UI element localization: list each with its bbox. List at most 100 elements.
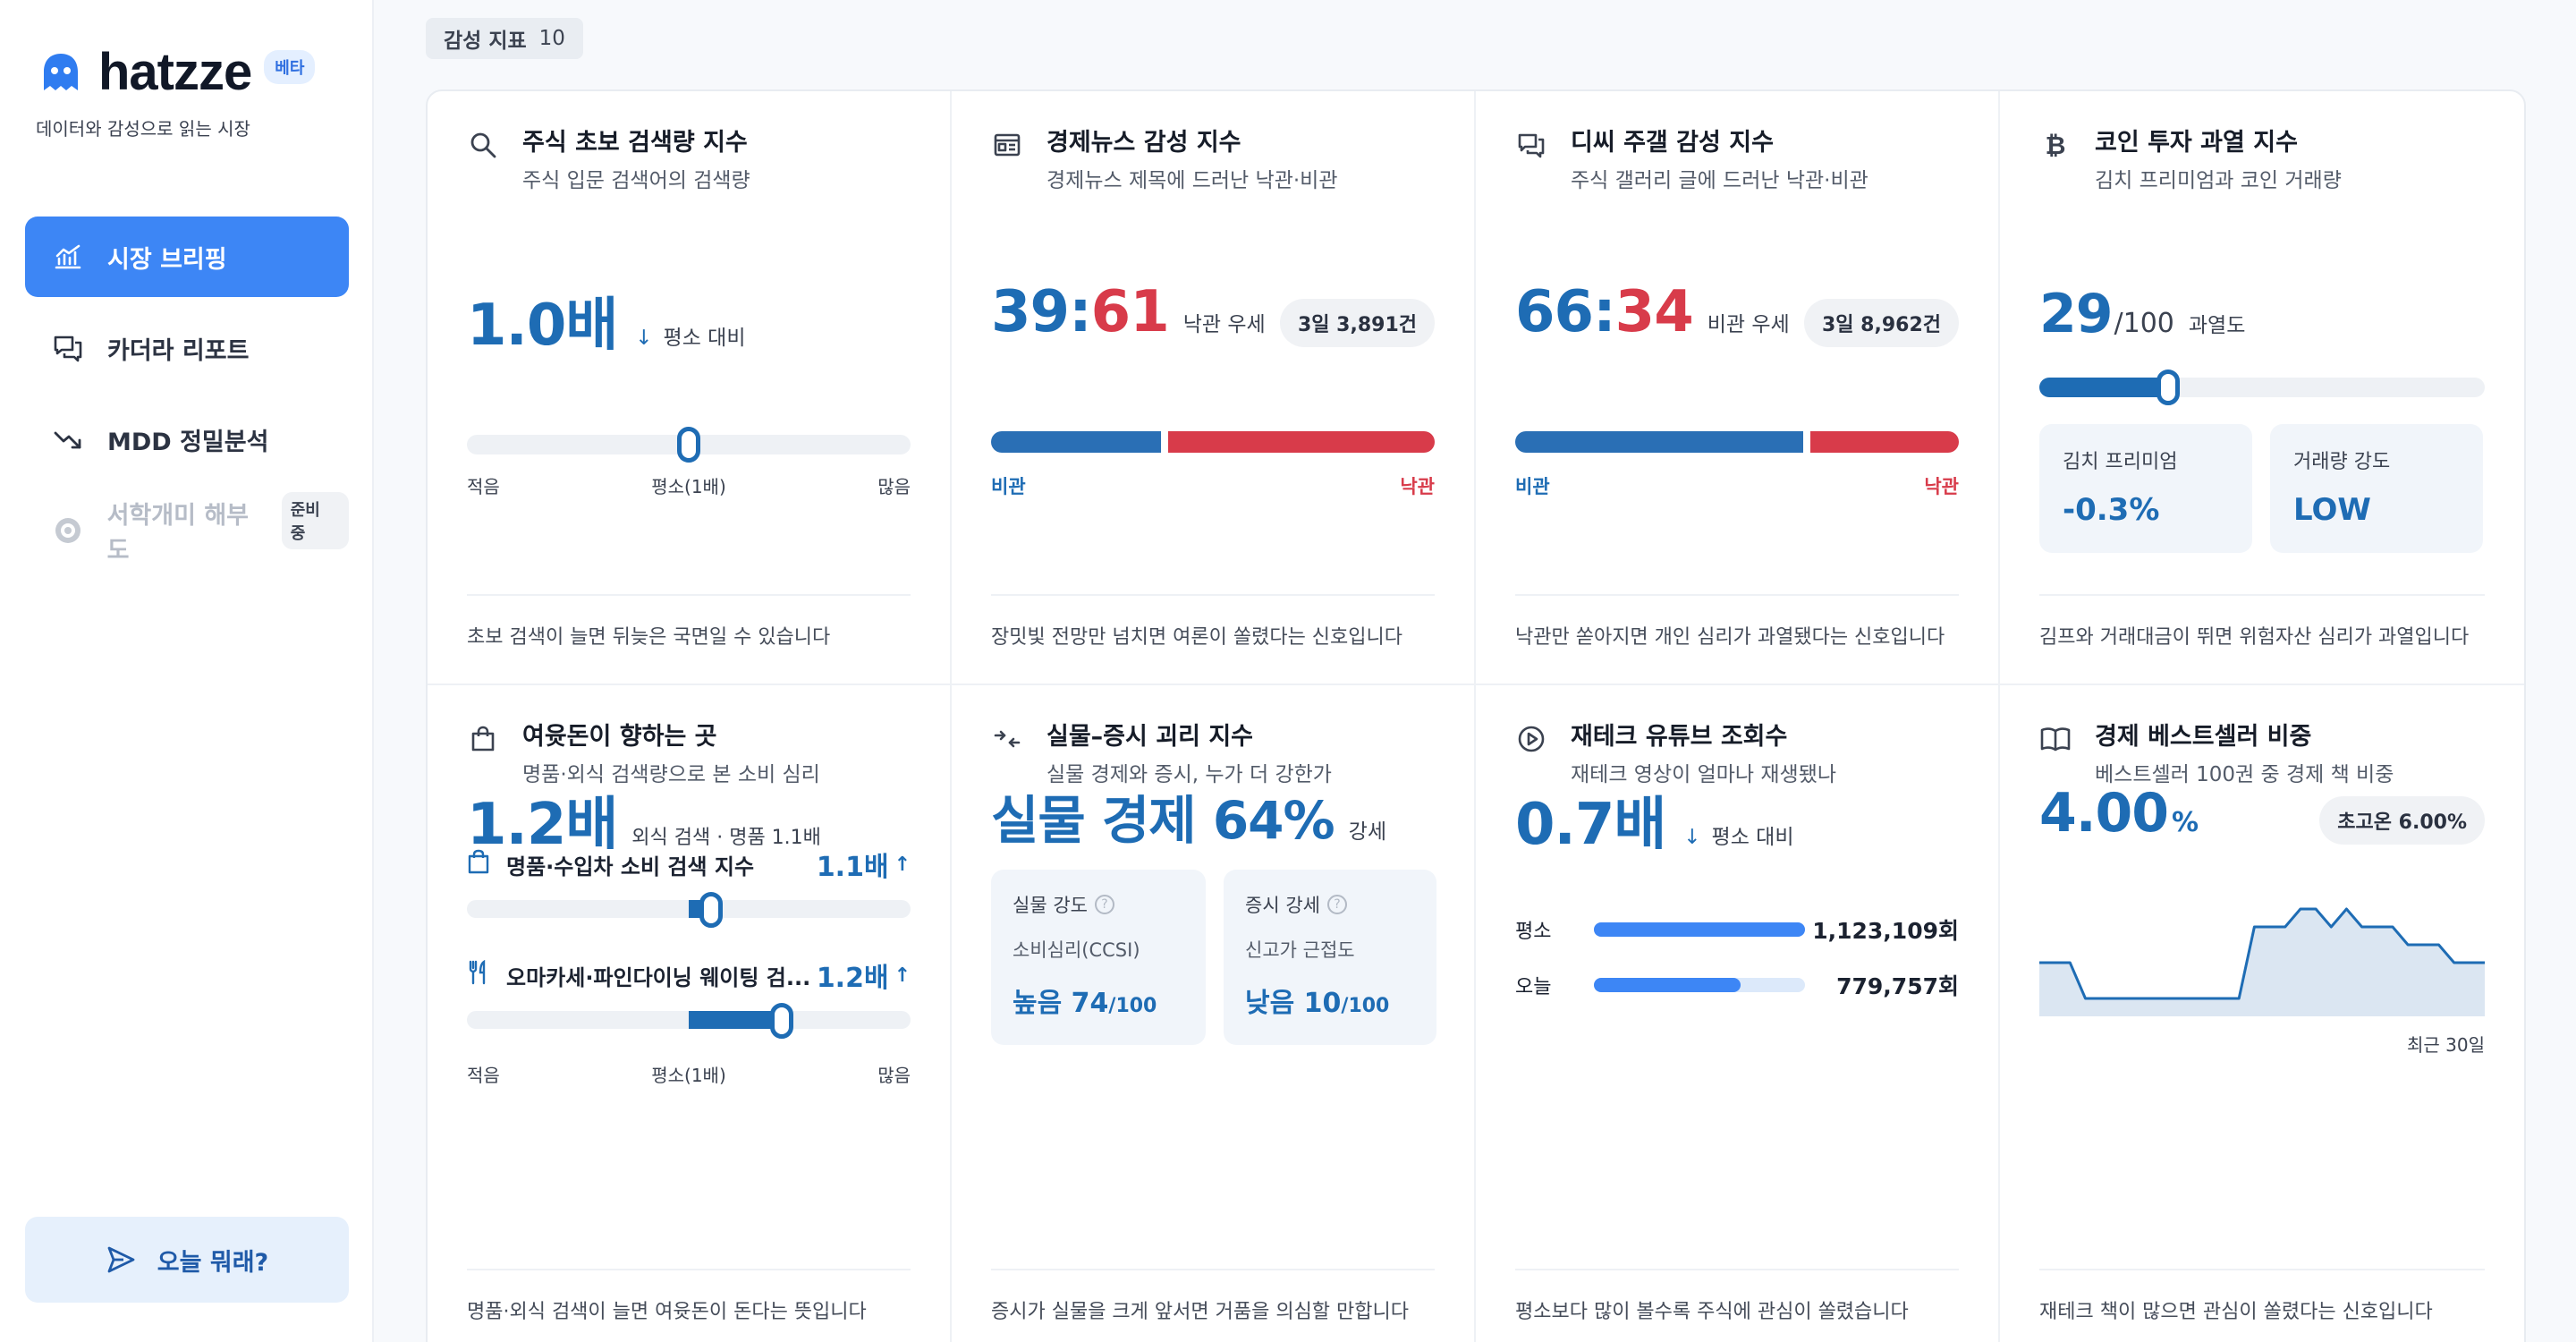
card-title: 코인 투자 과열 지수: [2095, 129, 2298, 157]
section-chip: 감성 지표 10: [426, 18, 583, 59]
arrow-up-icon: ↑: [894, 853, 911, 876]
optimism-value: 34: [1614, 279, 1694, 345]
card-value-unit: /100: [2114, 308, 2174, 339]
optimism-value: 61: [1090, 279, 1170, 345]
card-value: 29: [2039, 283, 2113, 345]
scale-mid: 평소(1배): [651, 476, 726, 497]
bestseller-area-chart: [2039, 907, 2485, 1016]
level-knob: [677, 427, 700, 463]
card-subtitle: 실물 경제와 증시, 누가 더 강한가: [1046, 763, 1332, 786]
card-value: 0.7배: [1515, 792, 1666, 858]
card-title: 실물–증시 괴리 지수: [1046, 723, 1254, 751]
card-footer: 명품·외식 검색이 늘면 여윳돈이 돈다는 뜻입니다: [467, 1269, 911, 1324]
usual-value: 1,123,109회: [1812, 918, 1959, 944]
dining-knob: [770, 1003, 794, 1039]
trend-down-icon: [52, 423, 84, 455]
card-subtitle: 주식 입문 검색어의 검색량: [522, 169, 750, 192]
bag-icon: [467, 849, 490, 879]
kimchi-premium-box: 김치 프리미엄 -0.3%: [2039, 424, 2252, 553]
luxury-value: 1.1배: [816, 852, 889, 883]
kimchi-label: 김치 프리미엄: [2063, 451, 2178, 473]
nav-label: MDD 정밀분석: [107, 428, 269, 456]
newspaper-icon: [991, 129, 1023, 161]
dining-label: 오마카세·파인다이닝 웨이팅 검...: [506, 964, 811, 990]
dining-track: [467, 1003, 911, 1039]
card-footer: 장밋빛 전망만 넘치면 여론이 쏠렸다는 신호입니다: [991, 594, 1435, 650]
bitcoin-icon: ₿: [2045, 130, 2066, 160]
pessimism-bar: [991, 431, 1162, 453]
indicator-grid: 주식 초보 검색량 지수 주식 입문 검색어의 검색량 1.0배 ↓ 평소 대비…: [426, 89, 2526, 1342]
card-title: 경제뉴스 감성 지수: [1046, 129, 1241, 157]
send-icon: [107, 1246, 135, 1273]
card-spare-money[interactable]: 여윳돈이 향하는 곳 명품·외식 검색량으로 본 소비 심리 1.2배 외식 검…: [428, 685, 952, 1342]
nav-label: 서학개미 해부도: [106, 502, 250, 565]
nav-item-market-briefing[interactable]: 시장 브리핑: [25, 217, 349, 297]
market-strength-value: 낮음 10: [1245, 988, 1342, 1019]
market-strength-source: 신고가 근접도: [1245, 939, 1355, 961]
card-title: 주식 초보 검색량 지수: [522, 129, 748, 157]
converge-arrows-icon: [991, 723, 1023, 755]
overheat-knob: [2157, 369, 2181, 405]
nav-label: 시장 브리핑: [107, 245, 227, 274]
help-icon[interactable]: ?: [1094, 895, 1114, 914]
today-summary-button[interactable]: 오늘 뭐래?: [25, 1217, 349, 1303]
card-footer: 증시가 실물을 크게 앞서면 거품을 의심할 만합니다: [991, 1269, 1435, 1324]
usual-label: 평소: [1515, 921, 1552, 943]
chat-icon: [52, 332, 84, 364]
card-value-suffix: 강세: [1348, 820, 1386, 844]
nav-item-rumor-report[interactable]: 카더라 리포트: [25, 308, 349, 388]
search-icon: [467, 129, 499, 161]
scale-high: 많음: [877, 476, 911, 497]
coming-soon-badge: 준비 중: [281, 492, 349, 549]
scale-mid: 평소(1배): [651, 1065, 726, 1086]
card-value: 4.00: [2039, 782, 2169, 845]
today-views-row: 오늘 779,757회: [1515, 972, 1959, 999]
logo[interactable]: hatzze 베타: [39, 47, 316, 98]
card-news-sentiment[interactable]: 경제뉴스 감성 지수 경제뉴스 제목에 드러난 낙관·비관 39:61 낙관 우…: [952, 91, 1476, 685]
count-pill: 3일 3,891건: [1279, 299, 1435, 347]
arrow-down-icon: ↓: [635, 327, 653, 350]
card-subtitle: 재테크 영상이 얼마나 재생됐나: [1571, 763, 1837, 786]
arrow-up-icon: ↑: [894, 964, 911, 987]
pessimism-value: 66: [1515, 279, 1594, 345]
luxury-label: 명품·수입차 소비 검색 지수: [506, 854, 755, 879]
optimism-label: 낙관: [1400, 476, 1435, 497]
card-subtitle: 명품·외식 검색량으로 본 소비 심리: [522, 763, 820, 786]
real-strength-source: 소비심리(CCSI): [1013, 939, 1140, 961]
nav-item-overseas-investors: 서학개미 해부도 준비 중: [25, 490, 349, 571]
beta-badge: 베타: [264, 50, 316, 84]
card-dc-sentiment[interactable]: 디씨 주갤 감성 지수 주식 갤러리 글에 드러난 낙관·비관 66:34 비관…: [1476, 91, 2000, 685]
card-footer: 낙관만 쏟아지면 개인 심리가 과열됐다는 신호입니다: [1515, 594, 1959, 650]
card-footer: 김프와 거래대금이 뛰면 위험자산 심리가 과열입니다: [2039, 594, 2485, 650]
card-subtitle: 김치 프리미엄과 코인 거래량: [2095, 169, 2342, 192]
card-real-vs-market[interactable]: 실물–증시 괴리 지수 실물 경제와 증시, 누가 더 강한가 실물 경제 64…: [952, 685, 1476, 1342]
help-icon[interactable]: ?: [1326, 895, 1347, 914]
pessimism-label: 비관: [991, 476, 1026, 497]
ghost-logo-icon: [44, 54, 78, 90]
card-youtube-views[interactable]: 재테크 유튜브 조회수 재테크 영상이 얼마나 재생됐나 0.7배 ↓ 평소 대…: [1476, 685, 2000, 1342]
shopping-bag-icon: [467, 723, 499, 755]
card-econ-bestsellers[interactable]: 경제 베스트셀러 비중 베스트셀러 100권 중 경제 책 비중 4.00 % …: [2000, 685, 2524, 1342]
card-coin-overheat[interactable]: ₿ 코인 투자 과열 지수 김치 프리미엄과 코인 거래량 29 /100 과열…: [2000, 91, 2524, 685]
tagline: 데이터와 감성으로 읽는 시장: [36, 118, 250, 140]
nav-label: 카더라 리포트: [107, 336, 250, 365]
card-subtitle: 주식 갤러리 글에 드러난 낙관·비관: [1571, 169, 1868, 192]
luxury-track: [467, 892, 911, 928]
optimism-bar: [1810, 431, 1959, 453]
sentiment-split-bar: [1515, 431, 1959, 453]
optimism-label: 낙관: [1924, 476, 1959, 497]
ratio-separator: :: [1069, 279, 1092, 345]
card-value-suffix: 과열도: [2188, 314, 2246, 337]
nav-item-mdd-analysis[interactable]: MDD 정밀분석: [25, 399, 349, 480]
card-value-suffix: 외식 검색 · 명품 1.1배: [631, 827, 821, 849]
scale-low: 적음: [467, 476, 500, 497]
book-icon: [2039, 723, 2072, 755]
market-strength-box: 증시 강세? 신고가 근접도 낮음 10/100: [1224, 870, 1436, 1045]
card-title: 여윳돈이 향하는 곳: [522, 723, 717, 751]
card-beginner-search[interactable]: 주식 초보 검색량 지수 주식 입문 검색어의 검색량 1.0배 ↓ 평소 대비…: [428, 91, 952, 685]
real-strength-value: 높음 74: [1013, 988, 1109, 1019]
today-button-label: 오늘 뭐래?: [157, 1248, 269, 1277]
dining-fill: [689, 1011, 783, 1029]
card-value-suffix: 비관 우세: [1707, 313, 1790, 336]
overheat-track: [2039, 369, 2485, 405]
